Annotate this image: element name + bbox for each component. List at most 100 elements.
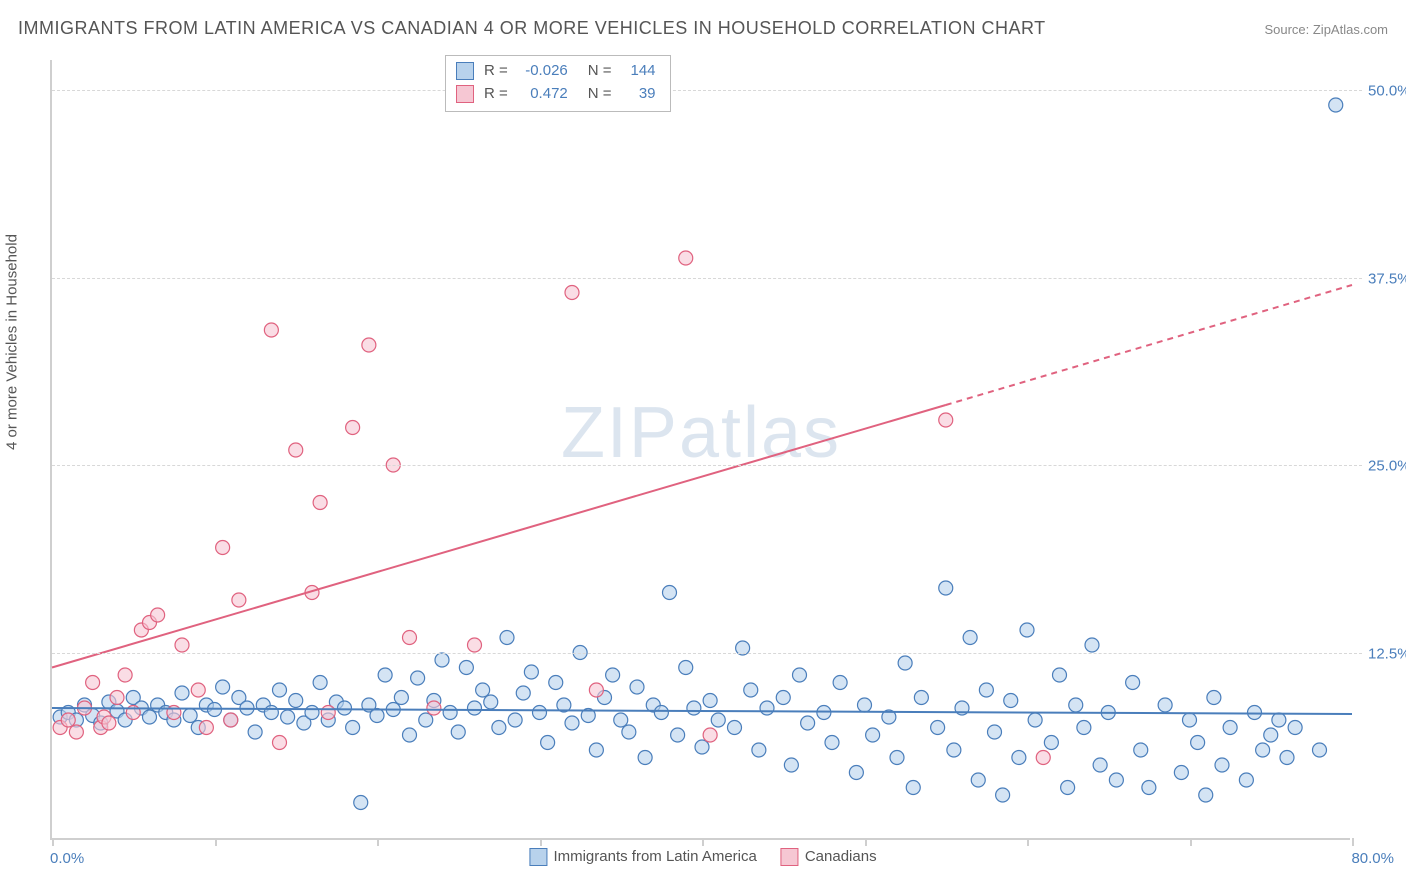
legend-bottom: Immigrants from Latin America Canadians [529, 848, 876, 866]
x-axis-max-label: 80.0% [1351, 850, 1394, 867]
plot-area: ZIPatlas 12.5%25.0%37.5%50.0% [50, 60, 1350, 840]
data-point [492, 721, 506, 735]
data-point [346, 421, 360, 435]
data-point [216, 680, 230, 694]
data-point [1215, 758, 1229, 772]
x-tick [1190, 838, 1192, 846]
y-tick-label: 37.5% [1368, 270, 1406, 287]
data-point [939, 413, 953, 427]
data-point [1093, 758, 1107, 772]
data-point [102, 716, 116, 730]
data-point [1142, 781, 1156, 795]
data-point [1256, 743, 1270, 757]
data-point [346, 721, 360, 735]
data-point [289, 443, 303, 457]
data-point [679, 251, 693, 265]
y-tick-label: 12.5% [1368, 645, 1406, 662]
data-point [1109, 773, 1123, 787]
data-point [1036, 751, 1050, 765]
data-point [273, 736, 287, 750]
stats-row: R =0.472N =39 [456, 83, 656, 106]
data-point [224, 713, 238, 727]
data-point [216, 541, 230, 555]
x-tick [540, 838, 542, 846]
data-point [898, 656, 912, 670]
data-point [411, 671, 425, 685]
data-point [849, 766, 863, 780]
data-point [728, 721, 742, 735]
legend-swatch [781, 848, 799, 866]
legend-swatch [529, 848, 547, 866]
data-point [833, 676, 847, 690]
data-point [1272, 713, 1286, 727]
data-point [638, 751, 652, 765]
data-point [711, 713, 725, 727]
data-point [175, 686, 189, 700]
x-tick [215, 838, 217, 846]
data-point [419, 713, 433, 727]
trend-line [52, 405, 946, 668]
data-point [362, 338, 376, 352]
data-point [468, 701, 482, 715]
data-point [931, 721, 945, 735]
data-point [1313, 743, 1327, 757]
stats-r-label: R = [484, 83, 508, 106]
data-point [1223, 721, 1237, 735]
data-point [671, 728, 685, 742]
data-point [622, 725, 636, 739]
data-point [890, 751, 904, 765]
grid-line: 25.0% [52, 465, 1362, 466]
data-point [427, 701, 441, 715]
data-point [451, 725, 465, 739]
stats-row: R =-0.026N =144 [456, 60, 656, 83]
data-point [354, 796, 368, 810]
stats-n-label: N = [588, 60, 612, 83]
data-point [1183, 713, 1197, 727]
stats-swatch [456, 85, 474, 103]
data-point [589, 683, 603, 697]
data-point [630, 680, 644, 694]
x-axis-min-label: 0.0% [50, 850, 84, 867]
y-tick-label: 50.0% [1368, 83, 1406, 100]
data-point [1053, 668, 1067, 682]
data-point [1199, 788, 1213, 802]
data-point [1126, 676, 1140, 690]
data-point [549, 676, 563, 690]
chart-title: IMMIGRANTS FROM LATIN AMERICA VS CANADIA… [18, 18, 1046, 39]
data-point [1028, 713, 1042, 727]
grid-line: 37.5% [52, 278, 1362, 279]
data-point [606, 668, 620, 682]
data-point [516, 686, 530, 700]
data-point [1085, 638, 1099, 652]
data-point [963, 631, 977, 645]
data-point [273, 683, 287, 697]
data-point [484, 695, 498, 709]
data-point [264, 706, 278, 720]
data-point [1044, 736, 1058, 750]
data-point [183, 709, 197, 723]
data-point [289, 694, 303, 708]
data-point [61, 713, 75, 727]
data-point [687, 701, 701, 715]
data-point [151, 608, 165, 622]
data-point [1069, 698, 1083, 712]
data-point [760, 701, 774, 715]
data-point [776, 691, 790, 705]
data-point [86, 676, 100, 690]
trend-line-extrapolated [946, 285, 1352, 405]
data-point [703, 728, 717, 742]
data-point [1004, 694, 1018, 708]
data-point [1134, 743, 1148, 757]
grid-line: 50.0% [52, 90, 1362, 91]
data-point [378, 668, 392, 682]
data-point [1158, 698, 1172, 712]
data-point [866, 728, 880, 742]
legend-item: Canadians [781, 848, 877, 866]
data-point [1191, 736, 1205, 750]
data-point [1248, 706, 1262, 720]
data-point [589, 743, 603, 757]
legend-item: Immigrants from Latin America [529, 848, 756, 866]
data-point [110, 691, 124, 705]
data-point [459, 661, 473, 675]
x-tick [1027, 838, 1029, 846]
